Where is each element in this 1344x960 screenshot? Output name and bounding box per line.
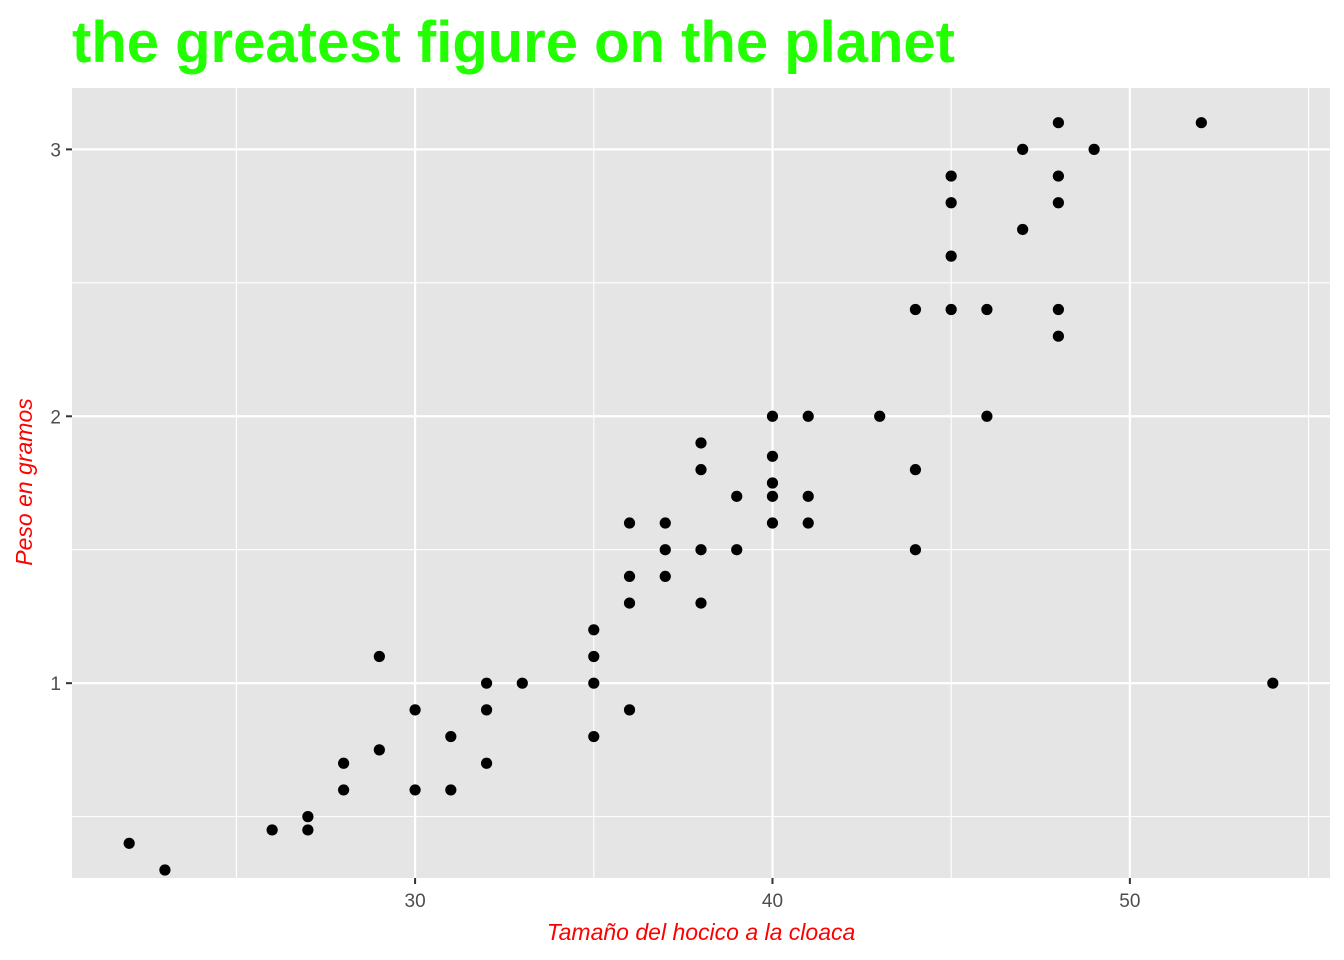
data-point [445, 784, 457, 796]
data-point [981, 410, 993, 422]
data-point [909, 303, 922, 316]
data-point [1017, 143, 1029, 155]
data-point [909, 464, 922, 476]
data-point [695, 437, 707, 449]
data-point [409, 704, 421, 716]
y-tick-label: 1 [50, 674, 61, 695]
data-point [266, 824, 278, 836]
x-tick-label: 50 [1119, 891, 1140, 912]
y-tick-label: 2 [50, 407, 61, 428]
data-point [588, 650, 600, 663]
data-point [588, 677, 600, 689]
data-point [480, 704, 493, 716]
axis-ticks [66, 148, 1131, 884]
data-point [945, 197, 957, 209]
plot-panel [72, 88, 1330, 878]
data-point [766, 490, 779, 502]
data-point [695, 544, 707, 556]
data-point [802, 410, 814, 422]
data-point [445, 730, 457, 743]
data-point [1088, 143, 1100, 155]
data-point [1195, 117, 1207, 129]
data-point [123, 837, 135, 849]
data-point [695, 464, 707, 476]
y-tick-label: 3 [50, 140, 61, 161]
data-point [1052, 330, 1064, 342]
data-point [516, 677, 528, 689]
data-point [659, 517, 671, 529]
data-point [409, 784, 421, 796]
data-point [731, 490, 743, 502]
data-point [623, 570, 636, 583]
data-point [623, 597, 636, 609]
x-axis-title: Tamaño del hocico a la cloaca [547, 919, 856, 945]
y-axis-title: Peso en gramos [11, 398, 37, 566]
data-point [981, 303, 993, 316]
data-point [588, 730, 600, 743]
data-point [623, 517, 636, 529]
data-point [945, 303, 957, 316]
data-point [1052, 117, 1064, 129]
data-point [159, 864, 171, 876]
data-point [1052, 197, 1064, 209]
data-points [123, 117, 1279, 876]
data-point [766, 477, 779, 489]
data-point [302, 811, 314, 823]
tick-labels: 30 40 50 1 2 3 [50, 140, 1140, 912]
data-point [945, 170, 957, 182]
data-point [731, 544, 743, 556]
data-point [695, 597, 707, 609]
data-point [338, 757, 350, 769]
data-point [659, 570, 671, 583]
data-point [659, 544, 671, 556]
data-point [1052, 170, 1064, 182]
data-point [874, 410, 886, 422]
data-point [480, 677, 493, 689]
data-point [1052, 303, 1064, 316]
chart-title: the greatest figure on the planet [72, 10, 955, 75]
data-point [766, 410, 779, 422]
data-point [802, 490, 814, 502]
data-point [802, 517, 814, 529]
data-point [480, 757, 493, 769]
data-point [766, 450, 779, 462]
data-point [1017, 223, 1029, 236]
data-point [945, 250, 957, 262]
data-point [588, 624, 600, 636]
data-point [1267, 677, 1279, 689]
data-point [909, 544, 922, 556]
x-tick-label: 30 [405, 891, 426, 912]
data-point [338, 784, 350, 796]
data-point [302, 824, 314, 836]
data-point [623, 704, 636, 716]
data-point [373, 650, 385, 663]
data-point [766, 517, 779, 529]
x-tick-label: 40 [762, 891, 783, 912]
data-point [373, 744, 385, 756]
